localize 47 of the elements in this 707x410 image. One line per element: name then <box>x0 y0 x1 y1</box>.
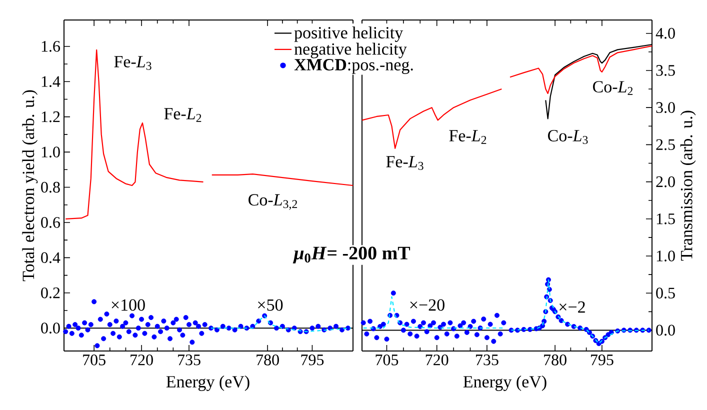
y-tick-label: 0.4 <box>41 252 60 264</box>
y-tick-label: 1.5 <box>656 214 675 224</box>
y-tick-label: 1.4 <box>42 76 60 88</box>
x-tick-label: 720 <box>130 354 153 366</box>
legend-label: XMCD:pos.-neg. <box>294 59 413 74</box>
annotation: Fe-L$_{2}$ <box>449 130 486 144</box>
y-axis-title: Transmission (arb. u.) <box>680 110 696 261</box>
y-tick-label: 0.5 <box>656 288 675 299</box>
annotation: Fe-L$_{2}$ <box>164 108 202 122</box>
x-tick-label: 720 <box>426 354 448 366</box>
x-tick-label: 795 <box>301 354 324 366</box>
annotation: Co-L$_{2}$ <box>593 81 633 95</box>
annotation: Co-L$_{3,2}$ <box>248 194 298 210</box>
y-tick-label: 3.5 <box>656 65 675 76</box>
x-tick-label: 735 <box>178 354 200 366</box>
x-tick-label: 795 <box>591 354 614 366</box>
y-tick-label: 0.2 <box>41 287 60 298</box>
annotation: ×−2 <box>560 301 585 313</box>
x-axis-title: Energy (eV) <box>463 376 546 391</box>
annotation: ×100 <box>112 299 145 311</box>
x-tick-label: 780 <box>544 354 566 366</box>
annotation: ×50 <box>258 299 283 311</box>
annotation: Co-L$_{3}$ <box>548 130 588 144</box>
x-tick-label: 780 <box>256 354 279 366</box>
y-tick-label: 1.2 <box>42 111 60 122</box>
annotation: μ$_{0}$H= -200 mT <box>292 246 410 264</box>
y-tick-label: 1.0 <box>656 250 675 262</box>
y-tick-label: 3.0 <box>656 102 675 114</box>
y-tick-label: 2.0 <box>656 176 675 188</box>
legend-label: negative helicity <box>294 42 407 58</box>
y-tick-label: 1.6 <box>42 40 60 52</box>
y-tick-label: 0.0 <box>41 322 60 334</box>
y-tick-label: 0.0 <box>656 324 675 336</box>
annotation: Fe-L$_{3}$ <box>114 56 152 70</box>
y-tick-label: 0.6 <box>41 217 60 228</box>
y-axis-title: Total electron yield (arb. u.) <box>22 90 38 282</box>
y-tick-label: 4.0 <box>656 28 675 39</box>
y-tick-label: 2.5 <box>656 139 675 150</box>
x-tick-label: 735 <box>476 354 498 366</box>
x-axis-title: Energy (eV) <box>166 376 250 391</box>
annotation: ×−20 <box>410 299 444 311</box>
y-tick-label: 0.8 <box>41 182 60 193</box>
x-tick-label: 705 <box>376 354 398 366</box>
legend-label: positive helicity <box>294 26 404 42</box>
y-tick-label: 1.0 <box>42 146 60 158</box>
x-tick-label: 705 <box>83 354 106 366</box>
annotation: Fe-L$_{3}$ <box>386 156 424 170</box>
